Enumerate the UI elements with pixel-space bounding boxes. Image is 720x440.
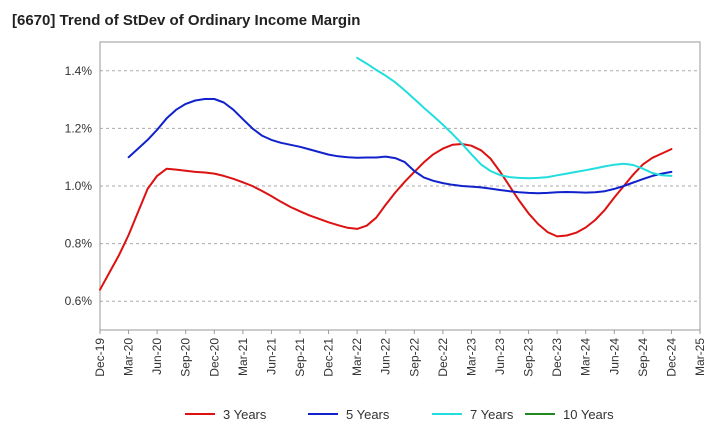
y-axis-ticks: 0.6% 0.8% 1.0% 1.2% 1.4% [65, 64, 93, 308]
x-tick-label: Sep-20 [179, 338, 193, 377]
y-tick-label: 1.4% [65, 64, 93, 78]
y-tick-label: 1.0% [65, 179, 93, 193]
series-line-7-years [356, 56, 673, 180]
legend: 3 Years 5 Years 7 Years 10 Years [185, 407, 614, 422]
legend-label: 3 Years [223, 407, 267, 422]
series-line-5-years [127, 98, 673, 195]
x-tick-label: Mar-24 [579, 338, 593, 376]
x-tick-label: Jun-20 [150, 338, 164, 375]
legend-label: 5 Years [346, 407, 390, 422]
legend-label: 7 Years [470, 407, 514, 422]
x-tick-label: Dec-24 [664, 338, 678, 377]
x-tick-label: Mar-25 [693, 338, 707, 376]
series-line-3-years [99, 143, 673, 291]
x-tick-label: Mar-21 [236, 338, 250, 376]
legend-label: 10 Years [563, 407, 614, 422]
x-tick-label: Dec-23 [550, 338, 564, 377]
series-lines [99, 56, 673, 291]
x-tick-label: Mar-23 [464, 338, 478, 376]
x-tick-label: Sep-21 [293, 338, 307, 377]
x-tick-label: Mar-20 [122, 338, 136, 376]
x-tick-label: Dec-21 [322, 338, 336, 377]
x-tick-label: Sep-23 [522, 338, 536, 377]
x-tick-label: Sep-22 [407, 338, 421, 377]
x-tick-label: Jun-21 [264, 338, 278, 375]
chart-title: [6670] Trend of StDev of Ordinary Income… [12, 12, 361, 29]
x-tick-label: Mar-22 [350, 338, 364, 376]
plot-frame [99, 41, 701, 331]
x-axis-ticks: Dec-19 Mar-20 Jun-20 Sep-20 Dec-20 Mar-21 Jun-… [93, 330, 707, 377]
x-tick-label: Dec-20 [207, 338, 221, 377]
x-tick-label: Jun-23 [493, 338, 507, 375]
y-tick-label: 0.8% [65, 237, 93, 251]
x-tick-label: Jun-24 [607, 338, 621, 375]
x-tick-label: Sep-24 [636, 338, 650, 377]
x-tick-label: Dec-19 [93, 338, 107, 377]
x-tick-label: Jun-22 [379, 338, 393, 375]
y-tick-label: 1.2% [65, 121, 93, 135]
x-tick-label: Dec-22 [436, 338, 450, 377]
y-tick-label: 0.6% [65, 294, 93, 308]
